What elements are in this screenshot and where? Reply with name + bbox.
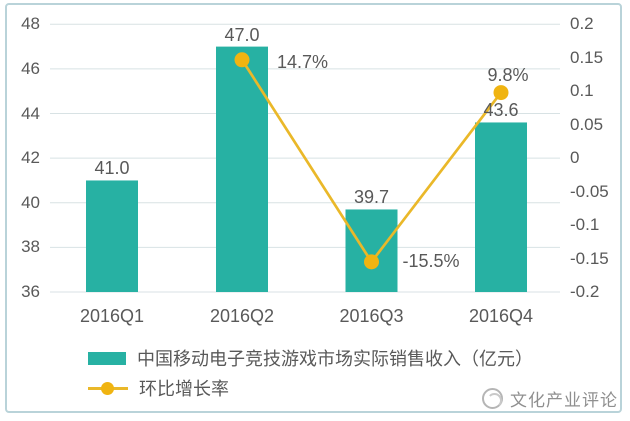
category-label-2016Q1: 2016Q1 (79, 306, 145, 326)
left-axis-tick-48: 48 (21, 14, 40, 34)
legend-label-revenue: 中国移动电子竞技游戏市场实际销售收入（亿元） (137, 349, 533, 369)
bar-value-label-2016Q2: 47.0 (224, 24, 260, 45)
left-axis-tick-44: 44 (21, 103, 40, 123)
category-label-2016Q3: 2016Q3 (339, 306, 404, 326)
left-axis-tick-36: 36 (21, 282, 40, 301)
publisher-logo-icon (482, 388, 503, 409)
bar-series-swatch (88, 351, 126, 365)
right-axis-tick--0.2: -0.2 (570, 282, 600, 301)
line-series-dot (101, 381, 114, 395)
bar-value-label-2016Q1: 41.0 (94, 158, 130, 179)
line-marker-2016Q2 (234, 52, 250, 68)
legend-label-growth: 环比增长率 (139, 379, 229, 399)
right-axis-tick-0.1: 0.1 (570, 81, 594, 101)
right-axis-tick-0.2: 0.2 (570, 14, 594, 34)
bar-2016Q4 (475, 122, 527, 292)
right-axis-tick--0.05: -0.05 (570, 181, 609, 201)
bar-2016Q2 (216, 46, 268, 292)
line-series-marker (88, 381, 128, 395)
left-axis-tick-46: 46 (21, 58, 40, 78)
right-axis-tick-0: 0 (570, 148, 580, 168)
right-axis-tick-0.05: 0.05 (570, 114, 604, 134)
bar-value-label-2016Q3: 39.7 (353, 187, 390, 208)
watermark: 文化产业评论 (482, 386, 618, 411)
right-axis-tick--0.1: -0.1 (570, 215, 600, 235)
line-value-label-2016Q2: 14.7% (277, 51, 329, 72)
left-axis-tick-42: 42 (21, 148, 40, 168)
legend-item-revenue: 中国移动电子竞技游戏市场实际销售收入（亿元） (88, 347, 533, 369)
legend-item-growth: 环比增长率 (88, 377, 229, 399)
line-value-label-2016Q3: -15.5% (402, 250, 460, 271)
right-axis-tick-0.15: 0.15 (570, 47, 604, 67)
left-axis-tick-38: 38 (21, 237, 40, 257)
line-value-label-2016Q4: 9.8% (487, 64, 529, 85)
bar-value-label-2016Q4: 43.6 (483, 100, 519, 121)
bar-2016Q3 (345, 209, 398, 292)
line-marker-2016Q4 (493, 85, 509, 101)
right-axis-tick--0.15: -0.15 (570, 248, 609, 268)
line-marker-2016Q3 (364, 254, 379, 270)
bar-2016Q1 (86, 180, 138, 292)
category-label-2016Q2: 2016Q2 (209, 306, 275, 326)
watermark-text: 文化产业评论 (510, 391, 618, 410)
category-label-2016Q4: 2016Q4 (468, 306, 534, 326)
left-axis-tick-40: 40 (21, 192, 40, 212)
